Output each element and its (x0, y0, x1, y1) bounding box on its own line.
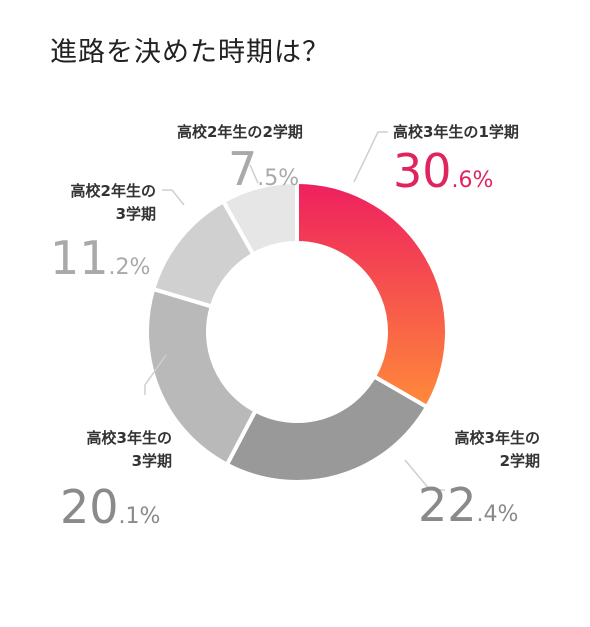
value-slice-5: 7.5% (228, 142, 300, 196)
chart-title: 進路を決めた時期は？ (50, 37, 330, 68)
leader-line (404, 459, 445, 491)
value-slice-2: 22.4% (418, 478, 519, 532)
value-slice-1: 30.6% (393, 144, 494, 198)
label-slice-2: 高校3年生の 2学期 (454, 429, 540, 470)
label-slice-4: 高校2年生の 3学期 (70, 182, 156, 223)
leader-line (353, 131, 388, 183)
donut-slice-2 (224, 373, 430, 484)
label-slice-1: 高校3年生の1学期 (393, 123, 519, 141)
value-slice-4: 11.2% (50, 231, 151, 285)
value-slice-3: 20.1% (60, 480, 161, 534)
leader-line (144, 354, 167, 395)
label-slice-3: 高校3年生の 3学期 (86, 429, 172, 470)
leader-line (249, 164, 259, 184)
label-slice-5: 高校2年生の2学期 (177, 123, 303, 141)
donut-slice-1 (295, 179, 449, 410)
donut-slice-3 (145, 286, 259, 468)
donut-slice-5 (220, 179, 299, 258)
leader-line (162, 189, 185, 206)
